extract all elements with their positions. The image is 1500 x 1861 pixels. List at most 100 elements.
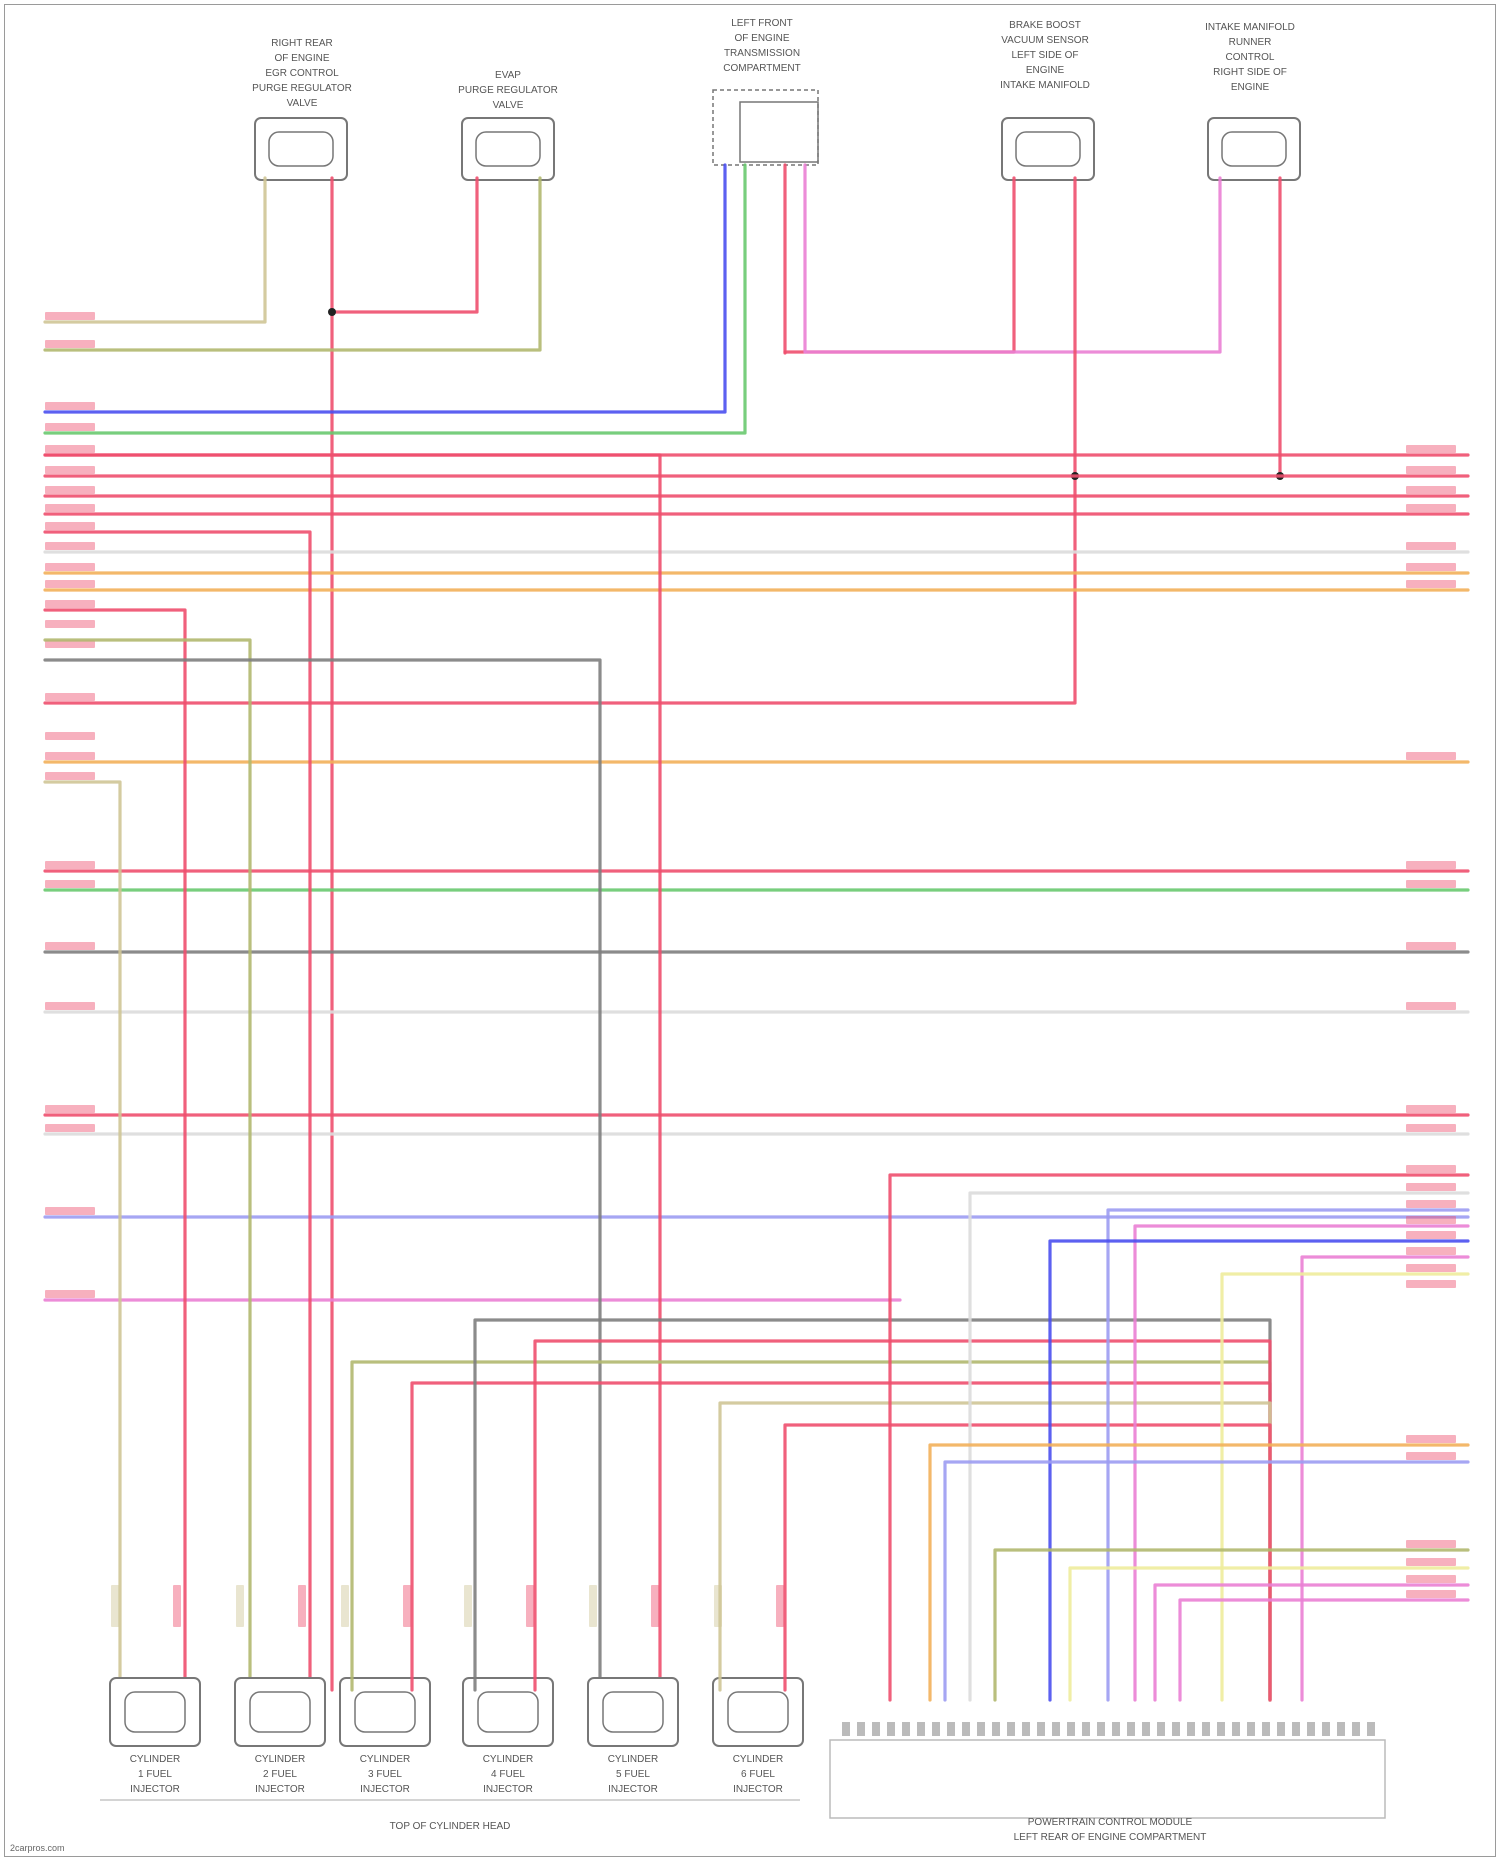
- wire-color-code-tag: [1406, 445, 1456, 453]
- pcm-pin: [842, 1722, 850, 1736]
- wire-color-code-tag: [173, 1585, 181, 1627]
- wire-color-code-tag: [45, 693, 95, 701]
- wire-color-code-tag: [45, 942, 95, 950]
- wire-2: [330, 176, 479, 314]
- connector-body: [602, 1691, 664, 1733]
- top-component-label-4: BRAKE BOOST VACUUM SENSOR LEFT SIDE OF E…: [1000, 20, 1090, 91]
- wire-color-code-tag: [45, 861, 95, 869]
- injector-connector-3: [339, 1677, 431, 1747]
- wire-color-code-tag: [45, 445, 95, 453]
- wire-35: [350, 1360, 1272, 1702]
- wire-color-code-tag: [45, 620, 95, 628]
- wire-color-code-tag: [1406, 1200, 1456, 1208]
- wire-color-code-tag: [1406, 1002, 1456, 1010]
- wire-44: [1133, 1224, 1470, 1702]
- wire-40: [783, 1423, 1272, 1702]
- pcm-pin: [1232, 1722, 1240, 1736]
- watermark: 2carpros.com: [10, 1843, 65, 1853]
- wire-color-code-tag: [45, 563, 95, 571]
- pcm-pin: [947, 1722, 955, 1736]
- pcm-pin: [1202, 1722, 1210, 1736]
- wire-color-code-tag: [45, 640, 95, 648]
- injector-connector-6: [712, 1677, 804, 1747]
- injector-label-3: CYLINDER 3 FUEL INJECTOR: [359, 1754, 411, 1795]
- pcm-pin: [932, 1722, 940, 1736]
- wire-color-code-tag: [1406, 466, 1456, 474]
- pcm-pin: [1262, 1722, 1270, 1736]
- wire-color-code-tag: [651, 1585, 659, 1627]
- pcm-module: [829, 1739, 1386, 1819]
- top-component-3: [1001, 117, 1095, 181]
- wire-color-code-tag: [45, 504, 95, 512]
- pcm-pin: [902, 1722, 910, 1736]
- wire-41: [888, 1173, 1470, 1702]
- top-component-1: [254, 117, 348, 181]
- wire-color-code-tag: [1406, 942, 1456, 950]
- wire-42: [968, 1191, 1470, 1702]
- wire-color-code-tag: [45, 580, 95, 588]
- wire-31: [43, 638, 252, 1692]
- pcm-pin: [1097, 1722, 1105, 1736]
- wire-50: [993, 1548, 1470, 1702]
- wire-color-code-tag: [45, 1002, 95, 1010]
- wire-51: [1068, 1566, 1470, 1702]
- connector-body: [354, 1691, 416, 1733]
- pcm-pin: [977, 1722, 985, 1736]
- injector-connector-5: [587, 1677, 679, 1747]
- top-component-label-5: INTAKE MANIFOLD RUNNER CONTROL RIGHT SID…: [1205, 22, 1295, 93]
- wire-color-code-tag: [298, 1585, 306, 1627]
- pcm-pin: [1277, 1722, 1285, 1736]
- pcm-pin: [1007, 1722, 1015, 1736]
- pcm-pin: [1247, 1722, 1255, 1736]
- wire-color-code-tag: [1406, 1124, 1456, 1132]
- pcm-pin: [1112, 1722, 1120, 1736]
- wire-46: [1300, 1255, 1470, 1702]
- wire-29: [43, 780, 122, 1692]
- wire-color-code-tag: [236, 1585, 244, 1627]
- wire-38: [533, 1339, 1272, 1702]
- wire-10: [803, 176, 1222, 354]
- pcm-pin: [1037, 1722, 1045, 1736]
- cylinder-head-group-label: TOP OF CYLINDER HEAD: [389, 1821, 511, 1832]
- pcm-pin: [1022, 1722, 1030, 1736]
- wire-color-code-tag: [1406, 1452, 1456, 1460]
- pcm-pin: [1082, 1722, 1090, 1736]
- pcm-pin: [1352, 1722, 1360, 1736]
- pcm-pin: [1157, 1722, 1165, 1736]
- wire-color-code-tag: [1406, 1575, 1456, 1583]
- pcm-label: POWERTRAIN CONTROL MODULE LEFT REAR OF E…: [1013, 1817, 1207, 1843]
- connector-body: [1221, 131, 1287, 167]
- wire-30: [43, 608, 187, 1692]
- wire-color-code-tag: [589, 1585, 597, 1627]
- connector-body: [477, 1691, 539, 1733]
- pcm-pin: [1187, 1722, 1195, 1736]
- top-component-label-1: RIGHT REAR OF ENGINE EGR CONTROL PURGE R…: [252, 38, 352, 109]
- wire-color-code-tag: [1406, 1540, 1456, 1548]
- wire-color-code-tag: [1406, 752, 1456, 760]
- wire-color-code-tag: [45, 466, 95, 474]
- wire-47: [1220, 1272, 1470, 1702]
- pcm-pin: [1367, 1722, 1375, 1736]
- wire-color-code-tag: [1406, 542, 1456, 550]
- injector-connector-2: [234, 1677, 326, 1747]
- wire-color-code-tag: [45, 1207, 95, 1215]
- pcm-pin: [1067, 1722, 1075, 1736]
- wire-color-code-tag: [526, 1585, 534, 1627]
- wire-color-code-tag: [45, 1124, 95, 1132]
- injector-label-1: CYLINDER 1 FUEL INJECTOR: [129, 1754, 181, 1795]
- wire-color-code-tag: [45, 1290, 95, 1298]
- wire-color-code-tag: [45, 402, 95, 410]
- wire-color-code-tag: [111, 1585, 119, 1627]
- wire-color-code-tag: [45, 340, 95, 348]
- pcm-pin: [1217, 1722, 1225, 1736]
- wire-6: [43, 163, 747, 435]
- wire-43: [1106, 1208, 1470, 1702]
- top-component-4: [1207, 117, 1301, 181]
- wire-color-code-tag: [45, 880, 95, 888]
- connector-body: [124, 1691, 186, 1733]
- wire-color-code-tag: [403, 1585, 411, 1627]
- injector-label-5: CYLINDER 5 FUEL INJECTOR: [607, 1754, 659, 1795]
- pcm-pin: [1127, 1722, 1135, 1736]
